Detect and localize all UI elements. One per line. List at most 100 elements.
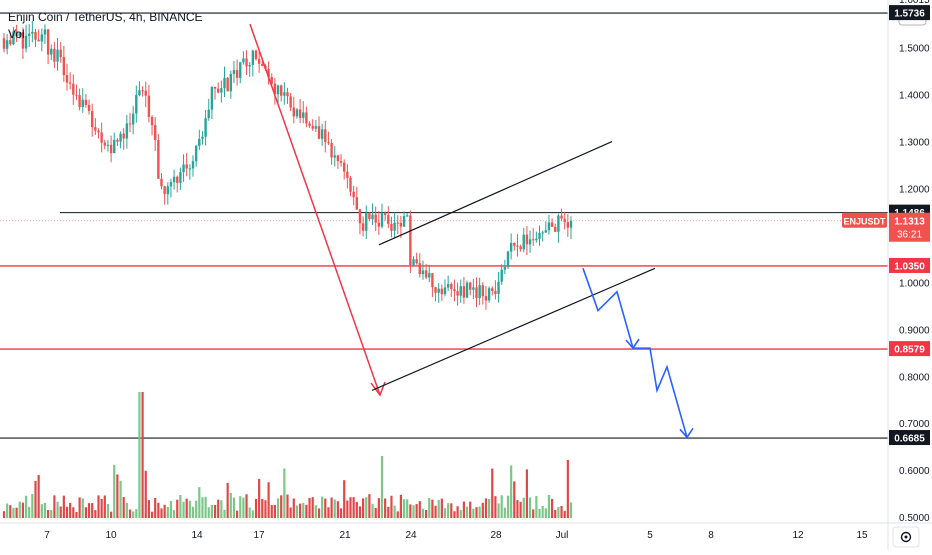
volume-bar	[415, 504, 418, 518]
volume-bar	[53, 495, 56, 518]
candle-body	[563, 218, 566, 223]
candle-body	[122, 133, 125, 139]
level-tag-4[interactable]	[889, 430, 930, 446]
candle-body	[160, 178, 163, 187]
candle-body	[185, 164, 188, 169]
volume-bar	[229, 492, 232, 518]
volume-bar	[122, 497, 125, 518]
candle-body	[135, 95, 138, 114]
candle-body	[18, 32, 21, 37]
candle-body	[248, 64, 251, 67]
candle-body	[465, 282, 469, 298]
last-price-tag[interactable]	[889, 212, 930, 242]
volume-bar	[500, 495, 503, 518]
volume-bar	[15, 507, 18, 518]
symbol-tag-label: ENJUSDT	[843, 216, 886, 226]
volume-bar	[327, 507, 330, 518]
volume-bar	[289, 507, 292, 518]
candle-body	[302, 112, 305, 118]
volume-bar	[358, 506, 362, 518]
volume-bar	[270, 505, 273, 518]
volume-bar	[475, 507, 478, 518]
candle-body	[494, 290, 497, 294]
trend-line-2[interactable]	[378, 141, 613, 246]
candle-body	[402, 216, 406, 227]
candle-body	[431, 273, 434, 288]
last-price-label: 1.1313	[894, 216, 925, 227]
candles	[2, 20, 573, 310]
symbol-title[interactable]: Enjin Coin / TetherUS, 4h, BINANCE	[8, 10, 203, 24]
candle-body	[320, 129, 324, 139]
volume-bar	[434, 505, 437, 518]
volume-bar	[472, 508, 475, 518]
price-tick-label: 0.9000	[899, 325, 930, 336]
volume-bar	[305, 504, 308, 518]
candle-body	[172, 176, 176, 183]
candle-body	[239, 62, 242, 78]
volume-bar	[18, 501, 21, 518]
volume-bar	[488, 499, 491, 518]
candle-body	[131, 113, 135, 125]
candle-body	[176, 176, 179, 183]
volume-bar	[191, 506, 195, 518]
candle-body	[424, 270, 428, 278]
volume-bar	[343, 480, 346, 518]
gear-icon[interactable]	[900, 531, 912, 543]
volume-bar	[21, 502, 24, 518]
volume-bar	[330, 497, 333, 518]
candle-body	[261, 63, 264, 66]
candle-body	[166, 186, 169, 195]
candle-body	[305, 112, 308, 124]
candle-body	[194, 145, 198, 162]
price-axis[interactable]: 1.5000 1.4000 1.3000 1.2000 1.0000 0.9000 0.80…	[842, 0, 930, 550]
level-tag-label: 0.8579	[894, 345, 925, 356]
candle-body	[361, 223, 365, 231]
candle-body	[346, 171, 349, 178]
price-tick-label: 0.5000	[899, 513, 930, 524]
level-tag-3[interactable]	[889, 341, 930, 357]
candle-body	[24, 35, 28, 49]
candle-body	[103, 142, 106, 146]
candle-body	[116, 139, 119, 142]
candle-body	[229, 73, 232, 92]
level-tag-0[interactable]	[889, 5, 930, 21]
volume-bar	[166, 507, 169, 518]
projected-path[interactable]	[582, 268, 688, 438]
candle-body	[557, 215, 560, 232]
candle-body	[399, 222, 403, 227]
symbol-tag[interactable]	[842, 212, 887, 228]
volume-bar	[437, 500, 440, 518]
volume-bar	[273, 504, 276, 518]
candle-body	[128, 123, 132, 125]
candle-body	[198, 138, 201, 146]
candle-body	[371, 214, 374, 220]
candle-body	[182, 164, 185, 173]
volume-bar	[113, 464, 116, 518]
candle-body	[242, 58, 245, 63]
candle-body	[380, 213, 384, 227]
candle-body	[276, 85, 280, 95]
volume-bar	[31, 494, 34, 518]
volume-bar	[384, 498, 387, 518]
volume-bar	[409, 504, 412, 518]
volume-bar	[396, 511, 399, 518]
volume-bar	[551, 498, 554, 518]
volume-bar	[355, 501, 358, 518]
volume-bar	[510, 465, 513, 518]
volume-bar	[443, 508, 447, 518]
candle-body	[245, 58, 248, 67]
volume-bar	[324, 498, 327, 518]
volume-bar	[456, 506, 459, 518]
candle-body	[298, 109, 302, 118]
candle-body	[406, 215, 409, 217]
candle-body	[453, 289, 456, 292]
volume-bar	[138, 392, 141, 518]
trend-line-0[interactable]	[249, 23, 381, 396]
volume-bar	[528, 497, 532, 518]
trend-line-1[interactable]	[371, 267, 656, 391]
volume-bar	[321, 496, 324, 518]
volume-bar	[462, 501, 465, 518]
level-tag-2[interactable]	[889, 257, 930, 273]
candle-body	[5, 40, 9, 49]
time-axis[interactable]: 7 10 14 17 21 24 28 Jul 5 8 12 15	[0, 522, 932, 548]
